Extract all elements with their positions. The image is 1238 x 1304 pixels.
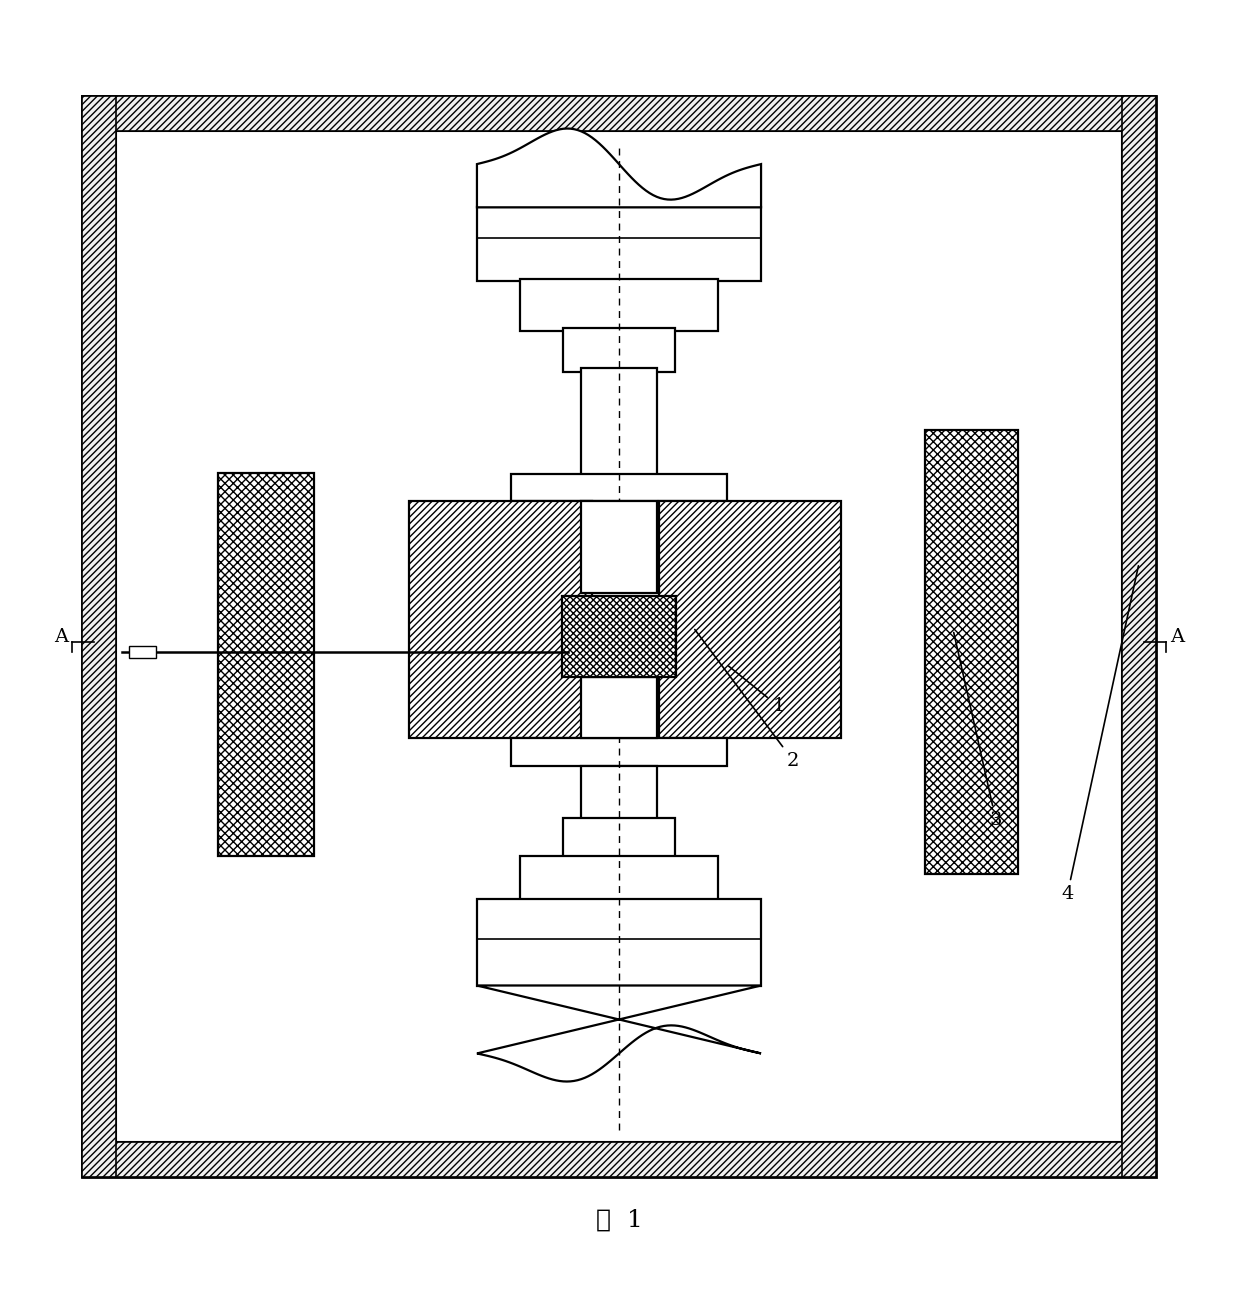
Bar	[581, 765, 657, 819]
Bar	[511, 738, 727, 765]
Text: A: A	[1170, 629, 1185, 647]
Polygon shape	[477, 986, 761, 1081]
Bar	[477, 898, 761, 986]
Bar	[520, 279, 718, 331]
Bar	[659, 501, 842, 738]
Bar	[581, 501, 657, 593]
Text: A: A	[53, 629, 68, 647]
Bar	[511, 475, 727, 501]
Bar	[129, 645, 156, 659]
Bar	[82, 1142, 1156, 1178]
Bar	[116, 130, 1122, 1142]
Bar	[563, 329, 675, 372]
Bar	[82, 96, 116, 1178]
Text: 3: 3	[953, 632, 1002, 829]
Bar	[409, 501, 592, 738]
Bar	[925, 429, 1018, 875]
Bar	[82, 96, 1156, 130]
Bar	[562, 596, 676, 677]
Text: 1: 1	[729, 666, 785, 716]
Bar	[477, 207, 761, 282]
Bar	[1122, 96, 1156, 1178]
Bar	[581, 677, 657, 738]
Bar	[218, 473, 314, 855]
Bar	[581, 368, 657, 479]
Bar	[82, 96, 1156, 1178]
Text: 2: 2	[695, 630, 800, 769]
Bar	[520, 855, 718, 901]
Text: 图  1: 图 1	[595, 1209, 643, 1232]
Polygon shape	[477, 129, 761, 207]
Bar	[563, 818, 675, 858]
Text: 4: 4	[1061, 566, 1139, 904]
